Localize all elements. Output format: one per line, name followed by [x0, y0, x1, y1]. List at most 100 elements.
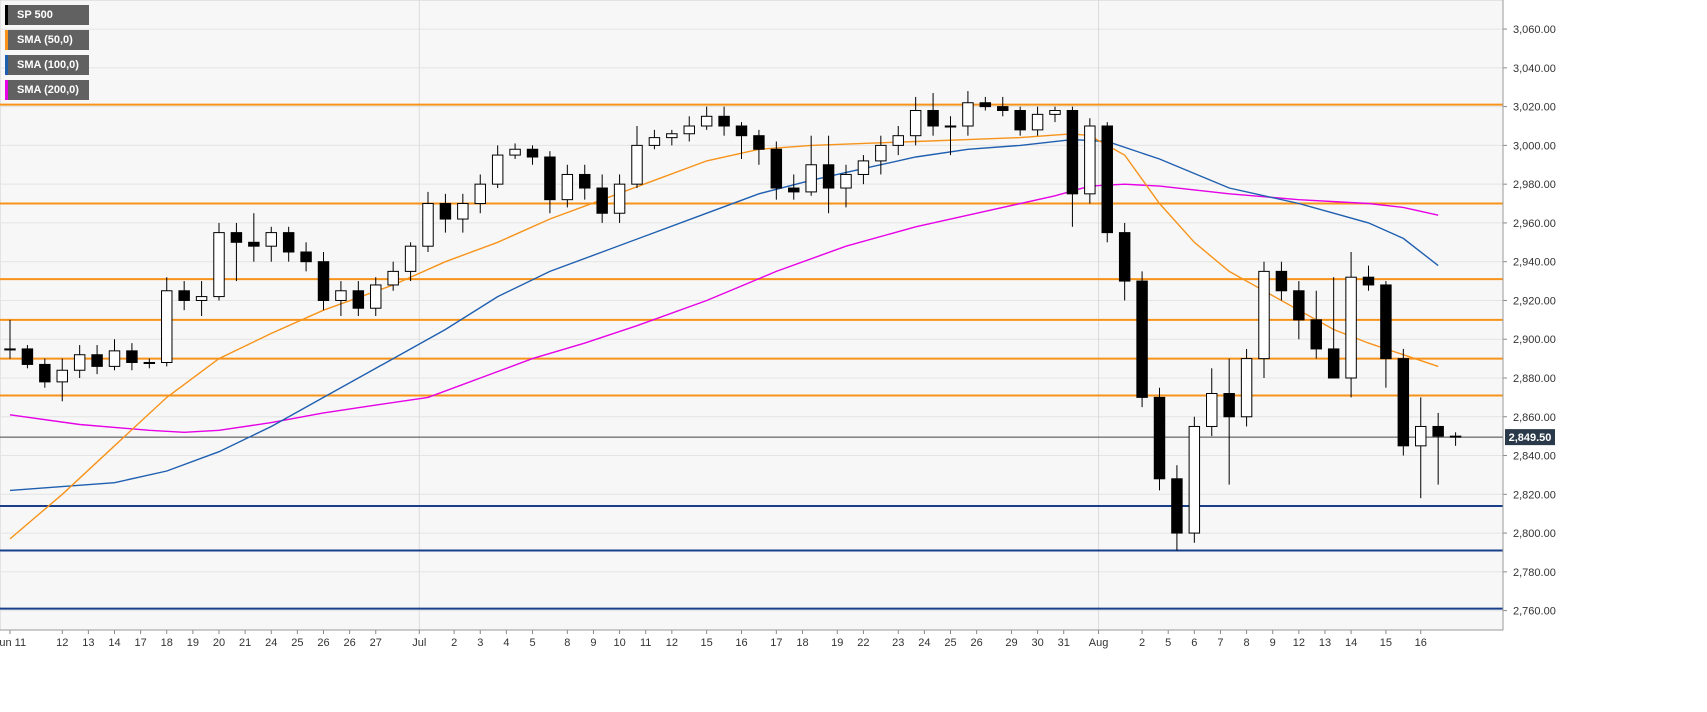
legend-item-sma100[interactable]: SMA (100,0) — [5, 55, 89, 75]
candle-body-up — [1345, 276, 1357, 379]
x-tick-label: 12 — [56, 637, 68, 649]
y-tick-label: 2,960.00 — [1513, 218, 1556, 230]
candle-body-down — [718, 115, 730, 127]
candle-body-down — [1293, 290, 1305, 321]
candle — [979, 96, 992, 111]
candle-body-down — [230, 232, 243, 243]
candle-body-up — [1031, 113, 1044, 131]
x-tick-label: 18 — [161, 637, 173, 649]
y-tick-label: 3,040.00 — [1513, 63, 1556, 75]
x-tick-label: 16 — [1415, 637, 1427, 649]
y-tick-label: 3,020.00 — [1513, 102, 1556, 114]
candle — [561, 164, 574, 208]
legend-swatch — [5, 5, 8, 25]
legend-item-sma200[interactable]: SMA (200,0) — [5, 80, 89, 100]
x-tick-label: 8 — [1244, 637, 1250, 649]
candle — [474, 174, 486, 214]
candle — [909, 96, 922, 146]
candle-body-down — [248, 241, 260, 247]
candle-body-down — [1397, 358, 1410, 447]
candle — [370, 277, 382, 316]
x-tick-label: 7 — [1217, 637, 1223, 649]
x-tick-label: 6 — [1191, 637, 1197, 649]
candle — [230, 222, 243, 282]
candle — [1310, 290, 1322, 359]
candle-body-up — [370, 284, 382, 309]
candle — [944, 116, 957, 156]
candle — [753, 129, 765, 165]
sma-100-line — [9, 138, 1439, 492]
x-tick-label: 17 — [135, 637, 147, 649]
legend-label: SMA (50,0) — [17, 34, 73, 46]
x-tick-label: 27 — [370, 637, 382, 649]
candle-body-up — [857, 160, 870, 175]
candle-body-down — [91, 354, 103, 367]
candle-body-down — [1310, 319, 1322, 350]
x-tick-label: Aug — [1089, 637, 1109, 649]
x-tick-label: 20 — [213, 637, 225, 649]
candle — [491, 145, 504, 189]
x-tick-label: 9 — [1270, 637, 1276, 649]
candle-body-up — [613, 183, 626, 214]
candle-body-down — [1362, 276, 1375, 286]
candle — [317, 252, 330, 311]
x-tick-label: Jul — [412, 637, 426, 649]
candle-body-up — [4, 348, 16, 351]
y-tick-label: 2,760.00 — [1513, 606, 1556, 618]
candle-body-down — [770, 148, 783, 189]
candle — [718, 106, 730, 136]
candle-body-up — [1240, 358, 1253, 418]
y-tick-label: 3,060.00 — [1513, 24, 1556, 36]
x-tick-label: 5 — [529, 637, 535, 649]
y-tick-label: 2,880.00 — [1513, 373, 1556, 385]
candle-body-up — [73, 354, 86, 371]
candle — [700, 106, 713, 130]
moving-averages — [9, 133, 1439, 540]
candle — [1345, 252, 1357, 398]
x-tick-label: 26 — [971, 637, 983, 649]
price-tag-label: 2,849.50 — [1509, 432, 1552, 444]
sma-50-line — [9, 133, 1439, 540]
candle — [73, 345, 86, 378]
candle-body-down — [39, 363, 51, 383]
candle-body-down — [317, 261, 330, 301]
candle — [422, 191, 434, 252]
legend-item-sp500[interactable]: SP 500 — [5, 5, 89, 25]
candle-body-down — [997, 106, 1009, 111]
candle — [596, 174, 608, 223]
candle-body-down — [126, 350, 138, 363]
legend: SP 500 SMA (50,0) SMA (100,0) SMA (200,0… — [5, 5, 89, 105]
legend-item-sma50[interactable]: SMA (50,0) — [5, 30, 89, 50]
x-tick-label: 12 — [1293, 637, 1305, 649]
x-tick-label: 13 — [1319, 637, 1331, 649]
candle-body-up — [474, 183, 486, 205]
candle-body-up — [666, 133, 678, 139]
x-tick-label: 23 — [892, 637, 904, 649]
candle-body-up — [1415, 425, 1427, 447]
x-tick-label: Jun 11 — [0, 637, 26, 649]
candle-body-down — [1101, 125, 1113, 234]
x-tick-label: 16 — [735, 637, 747, 649]
y-tick-label: 2,980.00 — [1513, 179, 1556, 191]
candle — [1380, 281, 1392, 388]
candle-body-up — [491, 154, 504, 185]
candle-body-up — [213, 232, 225, 298]
candle-body-up — [561, 173, 574, 201]
candle-body-up — [265, 232, 277, 247]
candle — [352, 281, 365, 316]
x-tick-label: 19 — [187, 637, 199, 649]
legend-label: SP 500 — [17, 9, 53, 21]
candle — [1240, 348, 1253, 427]
current-price-tag: 2,849.50 — [1505, 429, 1555, 446]
candle — [770, 141, 783, 200]
candle — [735, 122, 748, 159]
candle — [91, 345, 103, 375]
candle — [805, 135, 817, 196]
candle-body-up — [1188, 425, 1201, 534]
candle — [788, 174, 800, 200]
candle — [1362, 265, 1375, 291]
candle — [544, 151, 556, 214]
candle — [265, 226, 277, 262]
